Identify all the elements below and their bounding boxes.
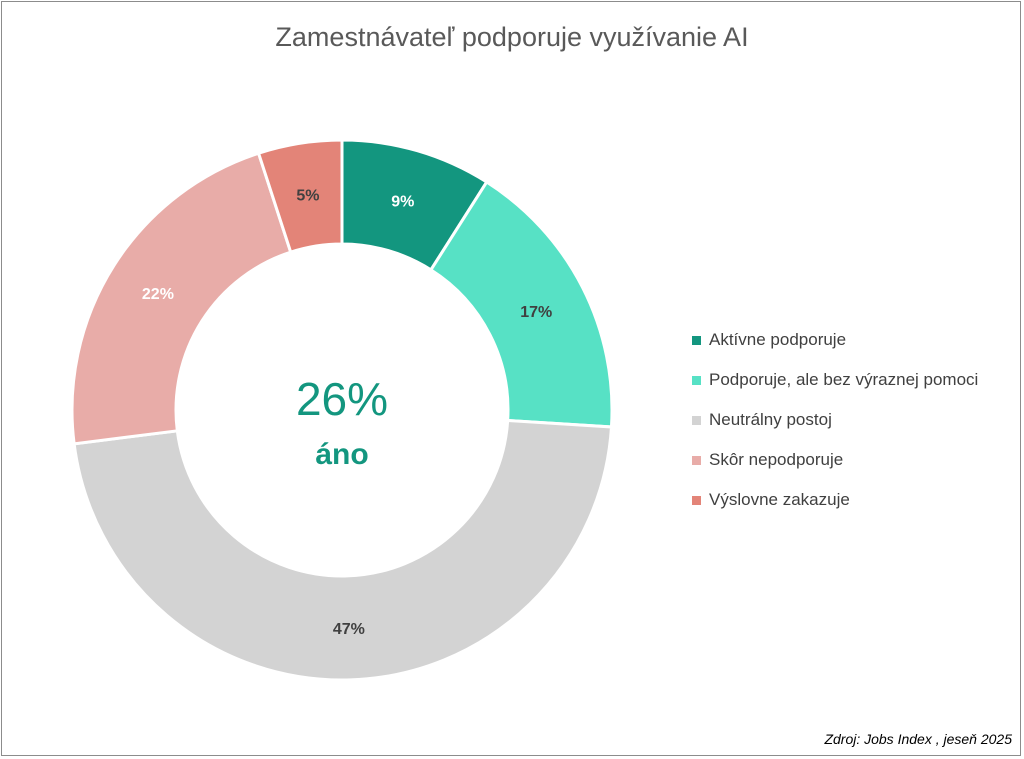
legend-label: Výslovne zakazuje <box>709 490 850 509</box>
legend-label: Skôr nepodporuje <box>709 450 844 469</box>
legend-label: Podporuje, ale bez výraznej pomoci <box>709 370 979 389</box>
legend-swatch <box>692 335 701 345</box>
donut-slice-3 <box>72 418 614 682</box>
legend-swatch <box>692 455 701 465</box>
legend-swatch <box>692 495 701 505</box>
legend-swatch <box>692 375 701 385</box>
donut-slice-4 <box>70 151 293 446</box>
slice-data-label: 5% <box>296 188 319 205</box>
slice-data-label: 9% <box>391 194 414 211</box>
legend-item: Podporuje, ale bez výraznej pomoci <box>692 360 978 400</box>
donut-slice-2 <box>428 179 614 429</box>
legend-item: Aktívne podporuje <box>692 320 978 360</box>
legend-item: Skôr nepodporuje <box>692 440 978 480</box>
center-value: 26% <box>296 373 388 425</box>
legend-item: Neutrálny postoj <box>692 400 978 440</box>
slice-data-label: 47% <box>333 621 365 638</box>
source-note: Zdroj: Jobs Index , jeseň 2025 <box>824 731 1012 747</box>
chart-title: Zamestnávateľ podporuje využívanie AI <box>275 22 749 52</box>
chart-legend: Aktívne podporuje Podporuje, ale bez výra… <box>692 320 978 520</box>
legend-swatch <box>692 415 701 425</box>
legend-label: Aktívne podporuje <box>709 330 847 349</box>
legend-item: Výslovne zakazuje <box>692 480 978 520</box>
slice-data-label: 22% <box>142 286 174 303</box>
center-label: áno <box>315 438 368 471</box>
donut-slice-5 <box>256 138 344 255</box>
legend-label: Neutrálny postoj <box>709 410 832 429</box>
slice-data-label: 17% <box>520 304 552 321</box>
